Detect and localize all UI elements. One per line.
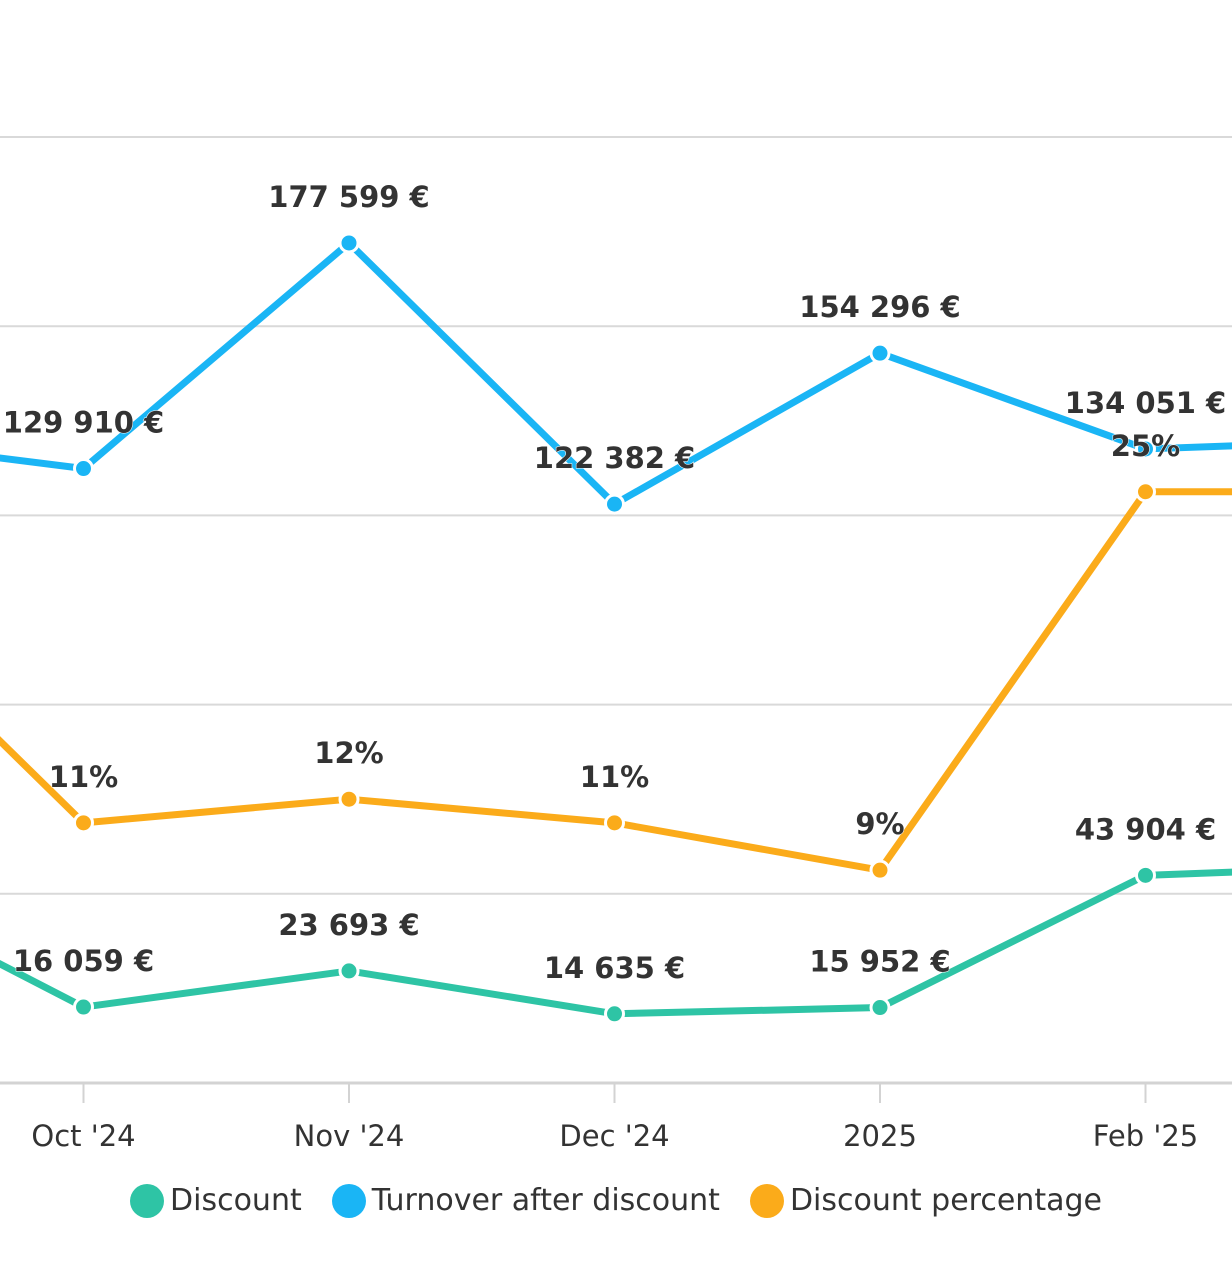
legend-item-discount[interactable]: Discount [130,1183,302,1218]
data-point[interactable] [869,997,891,1019]
data-point[interactable] [869,342,891,364]
data-label: 9% [855,807,904,841]
data-point[interactable] [1135,864,1156,886]
data-label: 43 904 € [1075,812,1216,846]
x-tick-label: Nov '24 [294,1119,405,1153]
data-point[interactable] [1135,438,1156,460]
data-label: 154 296 € [799,290,960,324]
series-line [0,868,1232,1018]
data-point[interactable] [338,788,360,810]
legend: Discount Turnover after discount Discoun… [0,1183,1232,1218]
x-tick-label: Feb '25 [1093,1119,1198,1153]
data-label: 14 635 € [544,951,685,985]
legend-item-turnover[interactable]: Turnover after discount [331,1183,720,1218]
grid-lines [0,136,1232,895]
legend-dot-turnover [331,1183,366,1218]
data-label: 129 910 € [3,406,164,440]
x-tick-label: 2025 [843,1119,917,1153]
data-labels: 129 910 € 177 599 € 122 382 € 154 296 € 134 … [2,179,1226,985]
data-point[interactable] [604,1003,625,1025]
data-point[interactable] [73,458,94,480]
data-point[interactable] [73,812,94,834]
x-tick-label: Oct '24 [31,1119,135,1153]
data-label: 12% [314,736,383,770]
data-point[interactable] [869,859,891,881]
legend-dot-discount [130,1183,165,1218]
legend-label-discount: Discount [170,1183,302,1218]
x-axis: Oct '24 Nov '24 Dec '24 2025 Feb '25 [0,1081,1232,1153]
data-point[interactable] [604,812,625,834]
data-label: 11% [49,760,118,794]
line-chart: Oct '24 Nov '24 Dec '24 2025 Feb '25 129 910… [0,136,1232,1153]
data-point[interactable] [604,493,625,515]
data-point[interactable] [73,996,94,1018]
data-label: 11% [580,760,649,794]
data-point[interactable] [338,960,360,982]
data-label: 134 051 € [1065,386,1226,420]
legend-label-turnover: Turnover after discount [371,1183,720,1218]
data-label: 25% [1111,429,1180,463]
data-label: 122 382 € [534,441,695,475]
data-point[interactable] [1135,481,1156,503]
legend-label-discount-percentage: Discount percentage [789,1183,1102,1218]
data-point[interactable] [338,232,360,254]
data-label: 16 059 € [13,944,154,978]
legend-item-discount-percentage[interactable]: Discount percentage [749,1183,1102,1218]
series-lines [0,232,1232,1025]
legend-dot-discount-percentage [749,1183,784,1218]
data-label: 23 693 € [278,908,419,942]
data-label: 15 952 € [809,945,950,979]
data-label: 177 599 € [268,180,429,214]
x-tick-label: Dec '24 [559,1119,669,1153]
